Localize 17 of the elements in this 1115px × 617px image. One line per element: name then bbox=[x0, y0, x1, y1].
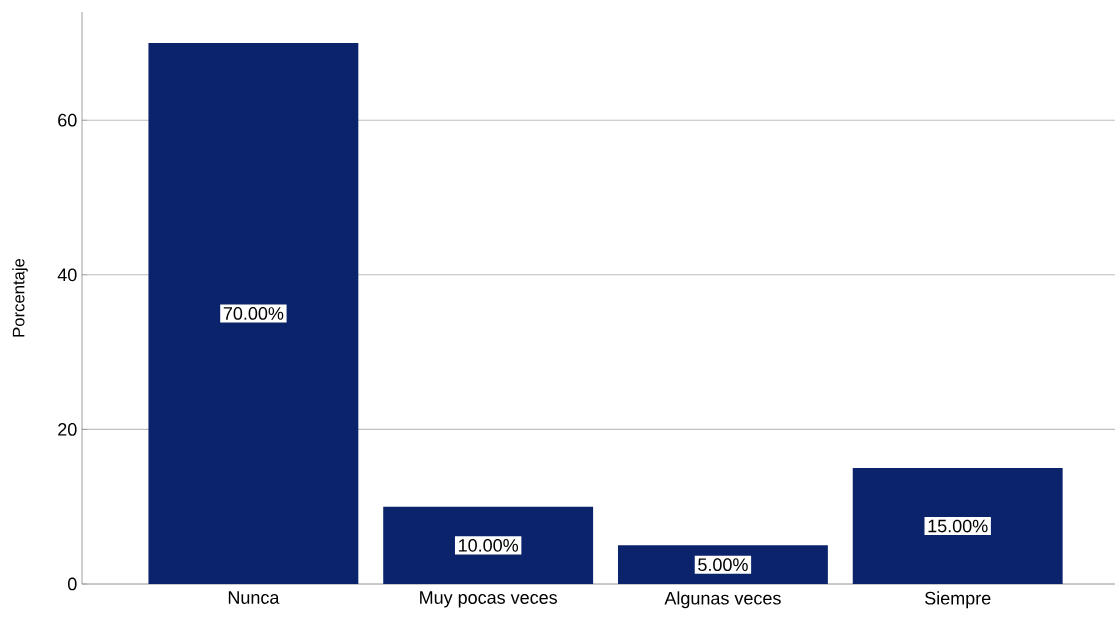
x-tick-label: Muy pocas veces bbox=[420, 591, 557, 608]
y-tick-label: 40 bbox=[57, 268, 77, 282]
data-label: 5.00% bbox=[698, 558, 748, 572]
bar bbox=[148, 42, 359, 584]
y-axis-title: Porcentaje bbox=[12, 258, 28, 337]
x-tick-label: Algunas veces bbox=[664, 591, 781, 609]
y-tick-label: 60 bbox=[58, 113, 77, 127]
y-tick-label: 20 bbox=[58, 423, 77, 436]
data-label: 70.00% bbox=[223, 307, 284, 320]
x-tick-label: Siempre bbox=[925, 591, 991, 609]
data-label: 10.00% bbox=[459, 538, 519, 552]
x-tick-label: Nunca bbox=[228, 591, 280, 604]
bar bbox=[852, 468, 1063, 584]
bar bbox=[383, 506, 594, 584]
data-label: 15.00% bbox=[928, 519, 988, 533]
y-tick-label: 0 bbox=[68, 577, 77, 591]
bar bbox=[617, 545, 828, 584]
